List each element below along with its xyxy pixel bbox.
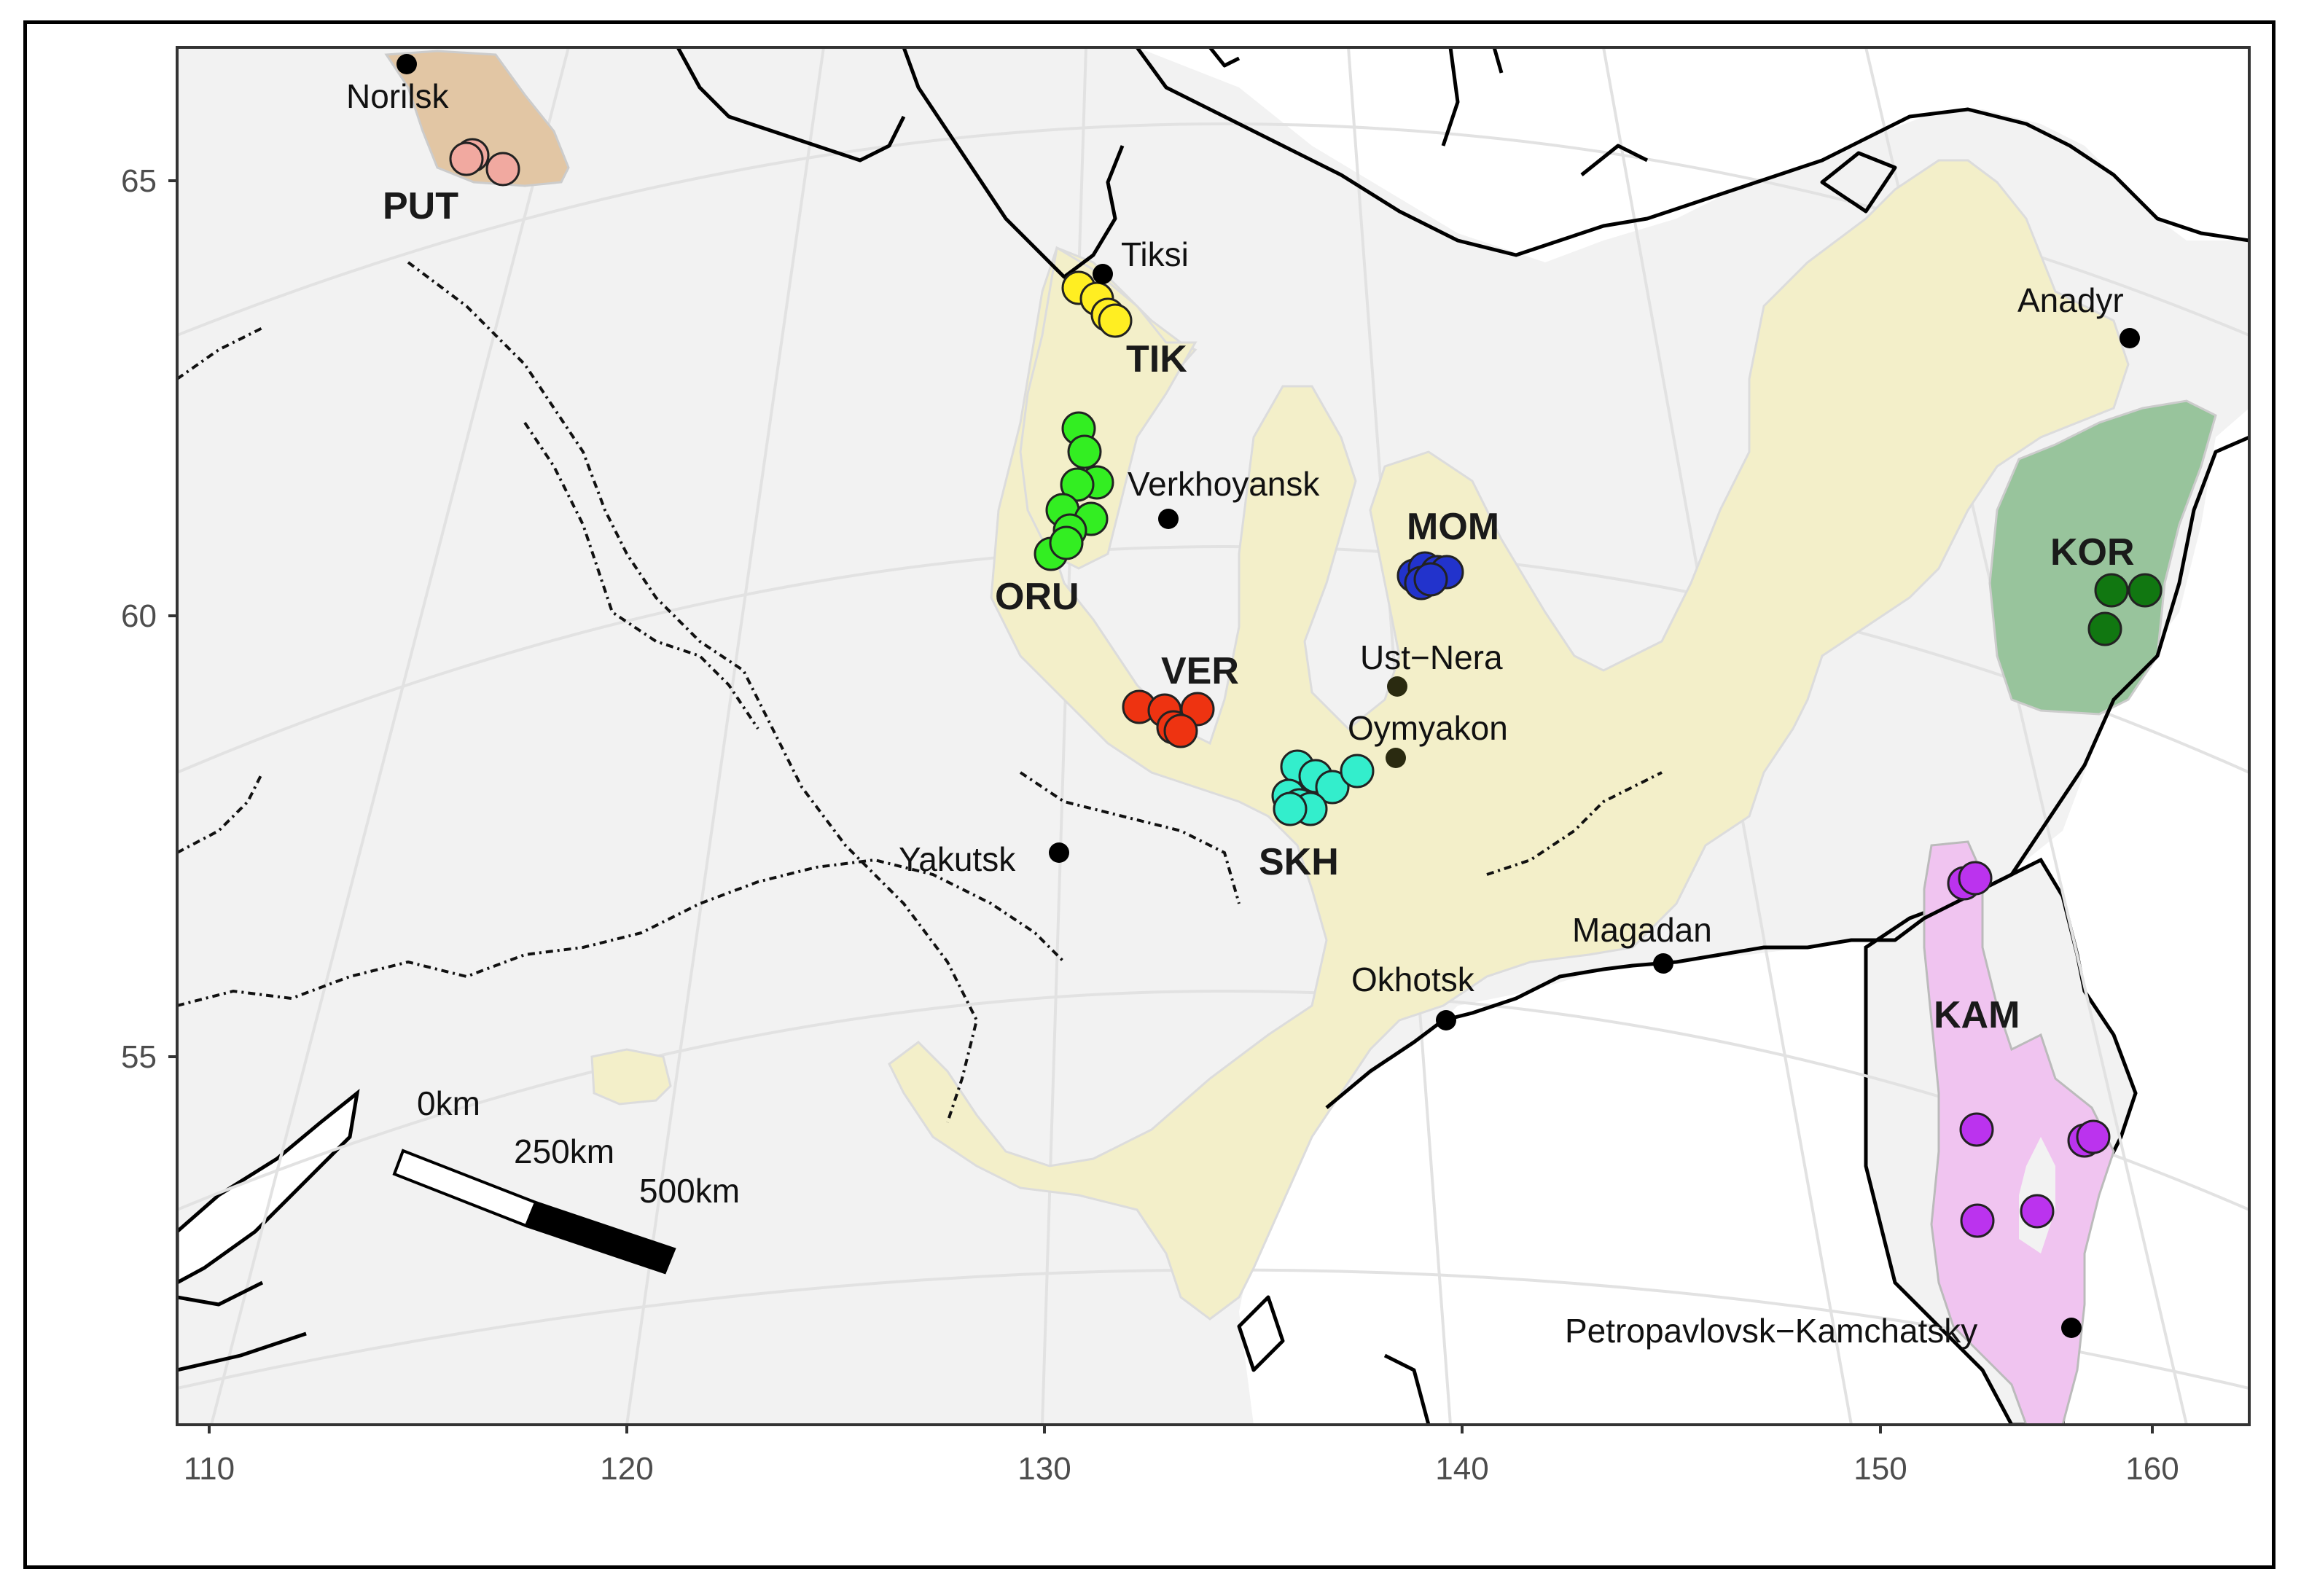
city-marker-okhotsk[interactable] bbox=[1436, 1010, 1456, 1030]
sample-point-PUT[interactable] bbox=[449, 141, 484, 176]
range-main bbox=[888, 159, 2130, 1321]
sample-point-KAM[interactable] bbox=[1960, 1203, 1995, 1238]
city-label-anadyr: Anadyr bbox=[2017, 281, 2124, 319]
range-KAM bbox=[1923, 840, 2115, 1425]
city-marker-yakutsk[interactable] bbox=[1049, 842, 1069, 863]
x-tick-label: 150 bbox=[1853, 1451, 1907, 1487]
city-marker-magadan[interactable] bbox=[1653, 953, 1673, 974]
map-panel-border bbox=[176, 46, 2251, 1426]
cities: Norilsk Tiksi Verkhoyansk Ust−Nera Oymya… bbox=[346, 54, 2140, 1350]
sample-point-KAM[interactable] bbox=[2076, 1119, 2111, 1154]
city-marker-tiksi[interactable] bbox=[1093, 264, 1113, 284]
region-borders bbox=[177, 261, 1663, 1123]
x-tick-label: 110 bbox=[184, 1451, 235, 1487]
population-labels: PUT TIK ORU MOM VER SKH KOR KAM bbox=[383, 185, 2135, 1036]
sample-point-TIK[interactable] bbox=[1098, 303, 1133, 338]
pop-label-KOR: KOR bbox=[2050, 531, 2135, 574]
pop-label-TIK: TIK bbox=[1126, 338, 1187, 380]
sample-point-SKH[interactable] bbox=[1340, 754, 1375, 789]
sample-point-KAM[interactable] bbox=[2020, 1194, 2055, 1229]
scale-bar-black-segment bbox=[524, 1200, 676, 1275]
sample-point-KOR[interactable] bbox=[2087, 611, 2122, 646]
city-marker-petropavlovsk[interactable] bbox=[2061, 1318, 2082, 1338]
pop-label-SKH: SKH bbox=[1259, 841, 1339, 883]
x-axis: 110 120 130 140 150 160 bbox=[184, 1425, 2179, 1487]
sample-point-ORU[interactable] bbox=[1060, 467, 1095, 502]
range-KOR bbox=[1988, 399, 2217, 716]
scale-label-0: 0km bbox=[417, 1084, 480, 1122]
y-tick-label: 60 bbox=[121, 598, 157, 634]
city-label-magadan: Magadan bbox=[1572, 911, 1712, 949]
sample-point-PUT[interactable] bbox=[485, 152, 520, 187]
sample-point-KOR[interactable] bbox=[2094, 573, 2129, 608]
sample-point-SKH[interactable] bbox=[1315, 770, 1350, 805]
sample-point-ORU[interactable] bbox=[1067, 434, 1102, 469]
lake-baikal bbox=[177, 1088, 360, 1285]
sample-point-KOR[interactable] bbox=[2128, 573, 2163, 608]
sample-point-KAM[interactable] bbox=[1959, 1112, 1994, 1147]
sample-point-VER[interactable] bbox=[1163, 713, 1198, 748]
y-axis: 65 60 55 bbox=[121, 163, 177, 1075]
x-tick-label: 140 bbox=[1435, 1451, 1488, 1487]
city-marker-norilsk[interactable] bbox=[396, 54, 417, 74]
sample-points bbox=[449, 138, 2163, 1238]
city-label-petropavlovsk: Petropavlovsk−Kamchatsky bbox=[1565, 1312, 1977, 1350]
city-label-verkhoyansk: Verkhoyansk bbox=[1128, 465, 1320, 503]
sample-point-SKH[interactable] bbox=[1273, 791, 1308, 826]
range-west-patch bbox=[590, 1048, 672, 1106]
y-tick-label: 65 bbox=[121, 163, 157, 199]
pop-label-ORU: ORU bbox=[995, 576, 1079, 618]
scale-bar: 0km 250km 500km bbox=[392, 1084, 740, 1275]
pop-label-PUT: PUT bbox=[383, 185, 458, 227]
pop-label-KAM: KAM bbox=[1934, 994, 2020, 1036]
city-label-oymyakon: Oymyakon bbox=[1348, 709, 1508, 747]
city-label-ust-nera: Ust−Nera bbox=[1360, 638, 1503, 676]
sample-point-KAM[interactable] bbox=[1958, 861, 1993, 896]
pop-label-VER: VER bbox=[1161, 650, 1239, 692]
city-label-norilsk: Norilsk bbox=[346, 77, 450, 115]
sample-point-MOM[interactable] bbox=[1413, 562, 1448, 597]
city-marker-ust-nera[interactable] bbox=[1387, 676, 1407, 697]
city-marker-oymyakon[interactable] bbox=[1386, 748, 1406, 768]
range-PUT bbox=[384, 50, 570, 187]
city-label-tiksi: Tiksi bbox=[1121, 235, 1189, 273]
scale-label-500: 500km bbox=[639, 1172, 740, 1210]
city-marker-verkhoyansk[interactable] bbox=[1158, 509, 1179, 529]
city-label-yakutsk: Yakutsk bbox=[899, 840, 1016, 878]
pop-label-MOM: MOM bbox=[1407, 506, 1499, 548]
sample-point-ORU[interactable] bbox=[1049, 525, 1084, 560]
city-marker-anadyr[interactable] bbox=[2120, 328, 2140, 348]
x-tick-label: 120 bbox=[600, 1451, 653, 1487]
x-tick-label: 160 bbox=[2125, 1451, 2179, 1487]
x-tick-label: 130 bbox=[1017, 1451, 1071, 1487]
city-label-okhotsk: Okhotsk bbox=[1351, 961, 1475, 998]
scale-label-250: 250km bbox=[514, 1133, 614, 1170]
coastline bbox=[177, 47, 2249, 1425]
y-tick-label: 55 bbox=[121, 1039, 157, 1075]
